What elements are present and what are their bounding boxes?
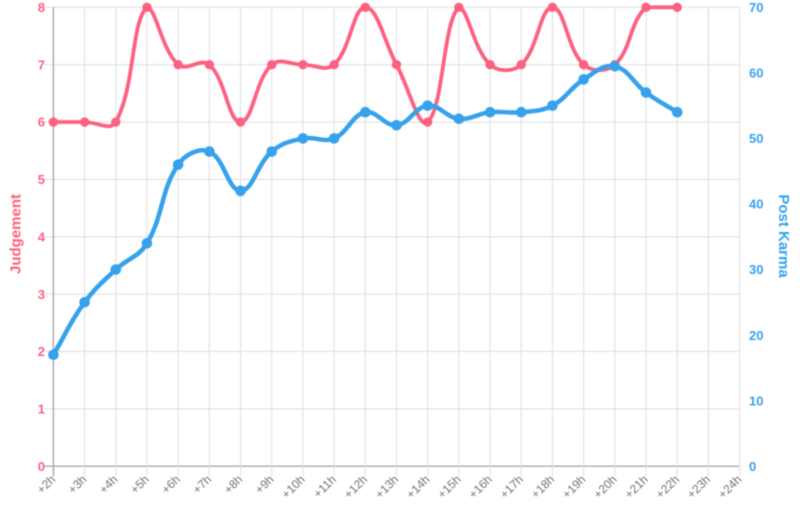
svg-text:Judgement: Judgement [8,194,25,274]
svg-text:30: 30 [749,262,763,277]
svg-text:10: 10 [749,393,763,408]
svg-text:2: 2 [38,344,45,359]
svg-text:0: 0 [38,459,45,474]
svg-text:8: 8 [38,0,45,15]
svg-text:3: 3 [38,287,45,302]
svg-text:0: 0 [749,459,756,474]
svg-text:5: 5 [38,172,45,187]
svg-text:6: 6 [38,115,45,130]
svg-text:1: 1 [38,402,45,417]
svg-text:7: 7 [38,57,45,72]
svg-text:70: 70 [749,0,763,15]
svg-text:50: 50 [749,131,763,146]
svg-text:60: 60 [749,66,763,81]
svg-text:20: 20 [749,328,763,343]
svg-text:4: 4 [38,229,46,244]
svg-text:40: 40 [749,197,763,212]
svg-text:Post Karma: Post Karma [775,194,792,278]
